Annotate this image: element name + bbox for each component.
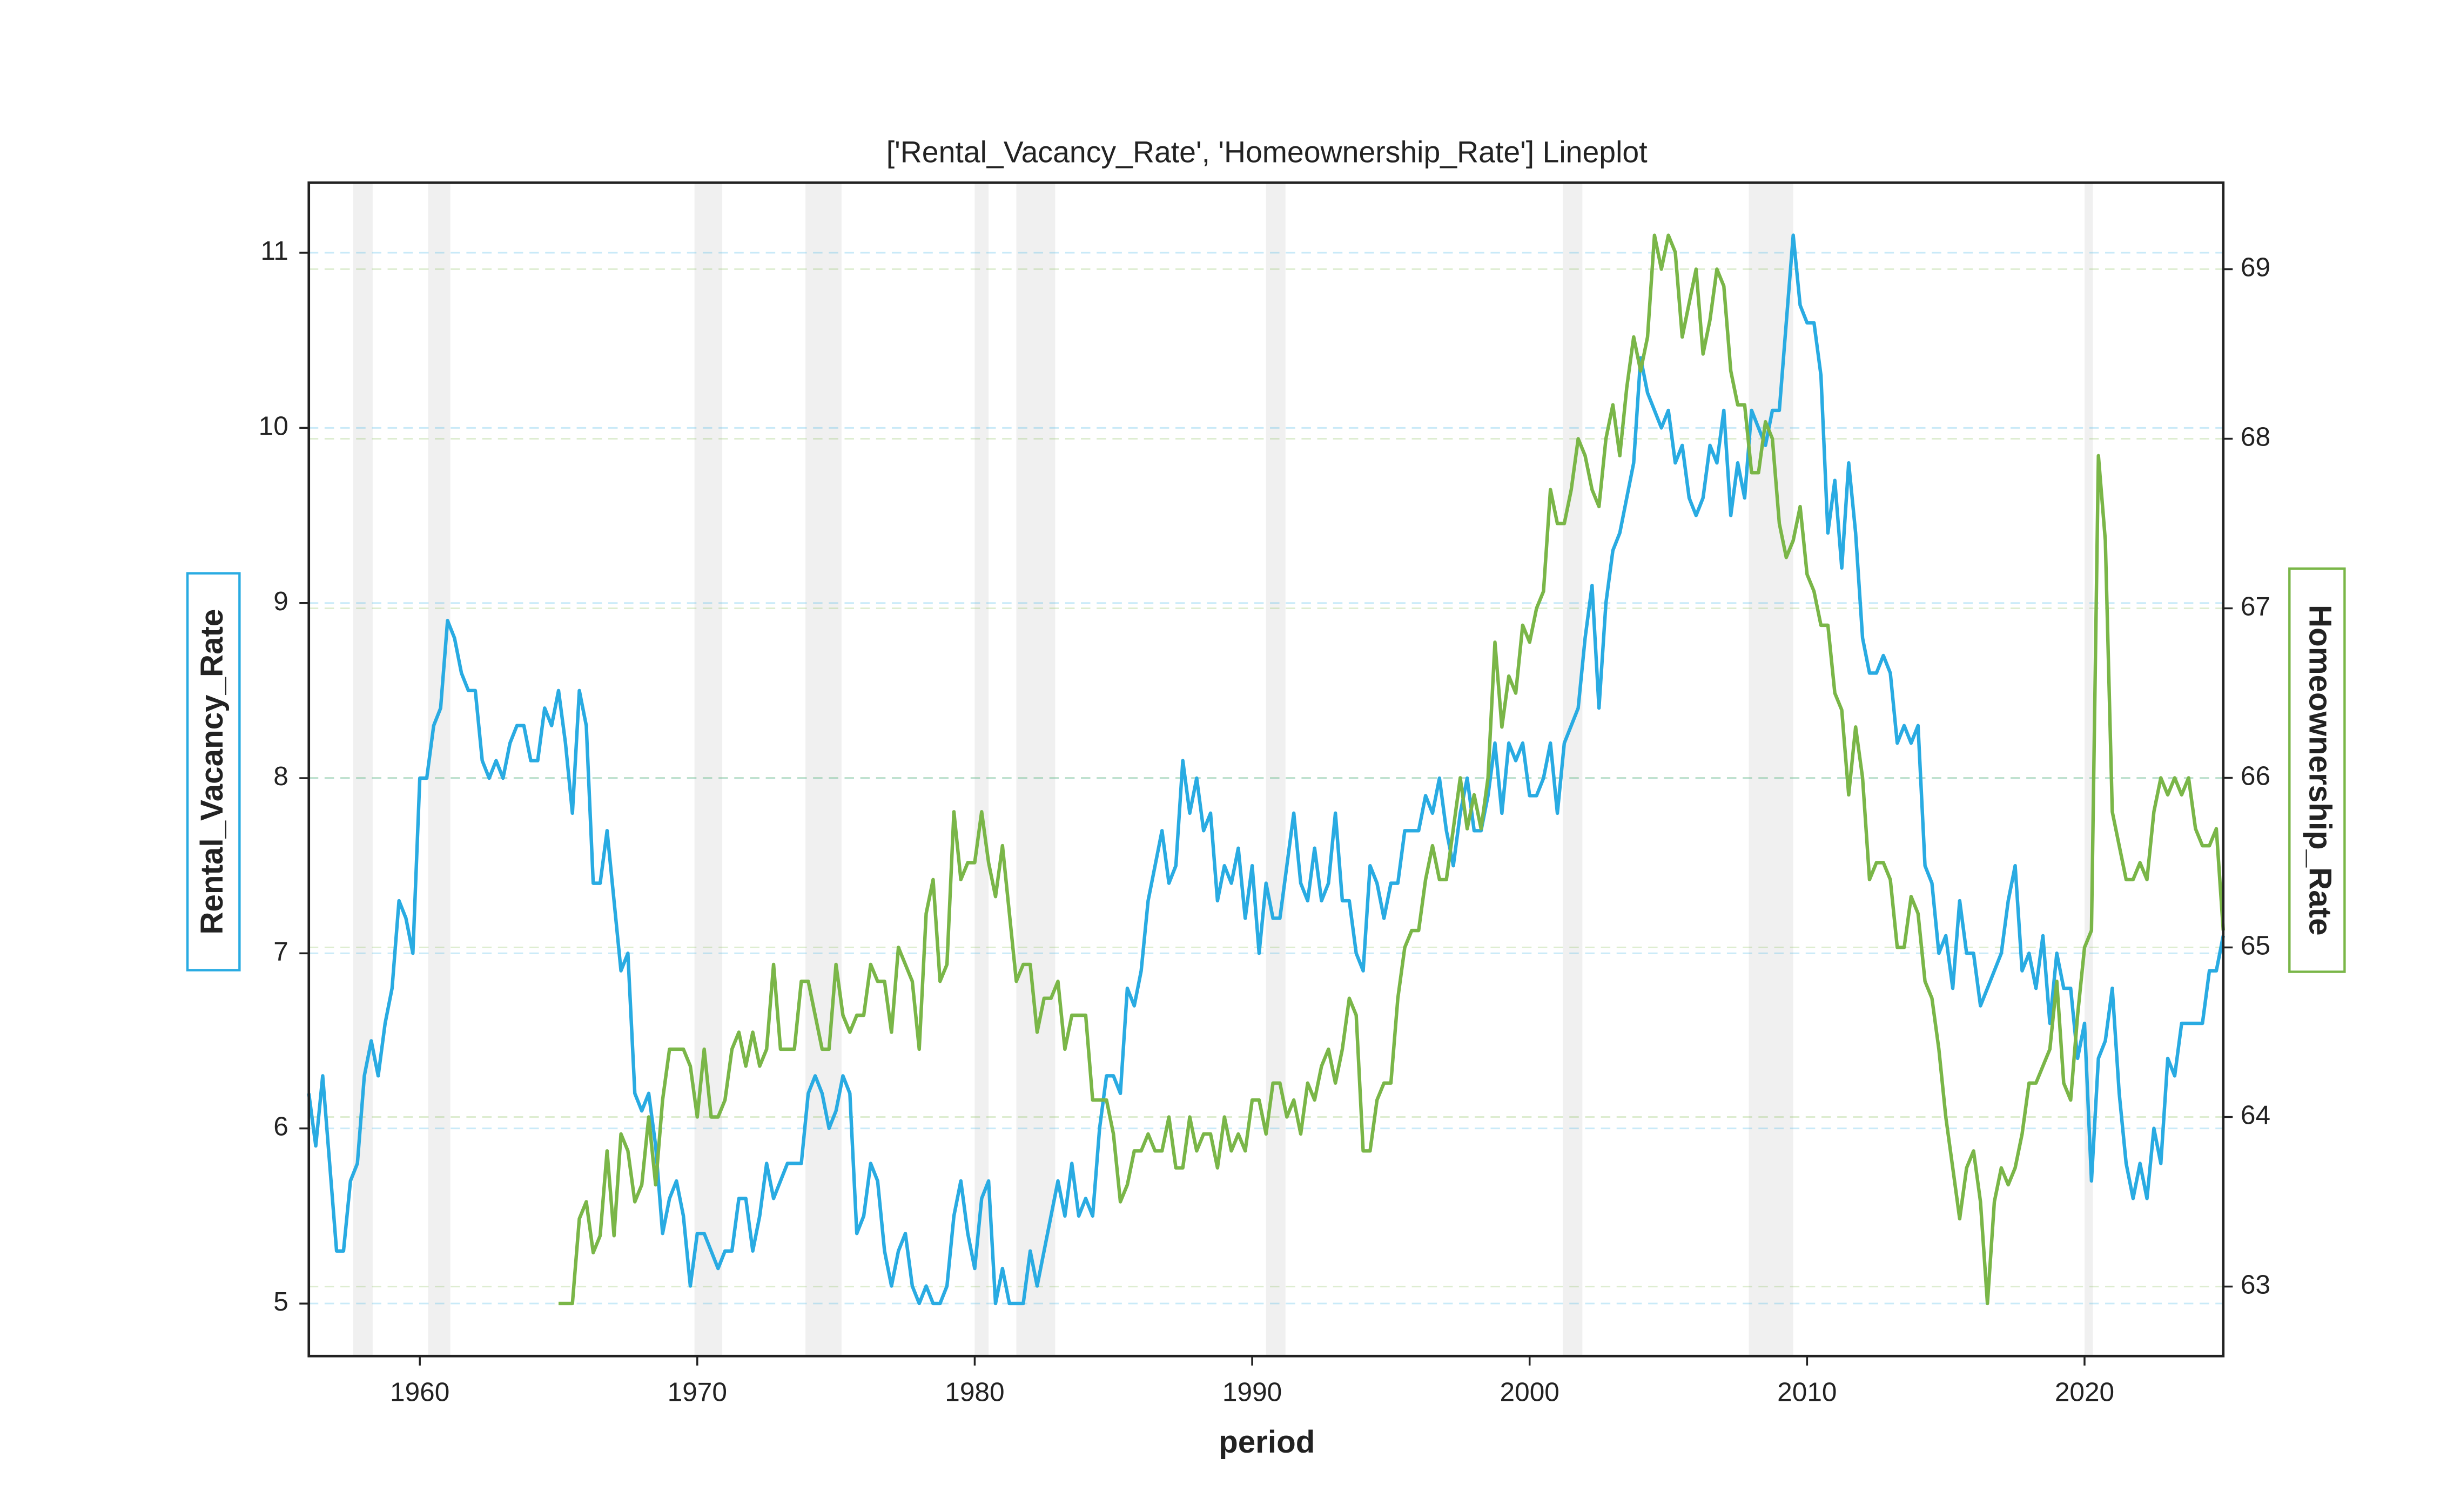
x-tick-label: 1980 [945, 1376, 1004, 1407]
shaded-period [974, 183, 989, 1356]
series-line [558, 233, 2225, 1306]
shaded-period [1563, 183, 1583, 1356]
y-tick-label: 7 [273, 936, 288, 966]
x-tick-label: 2010 [1777, 1376, 1837, 1407]
y-tick-label: 9 [273, 586, 288, 616]
shaded-period [694, 183, 723, 1356]
shaded-period [428, 183, 451, 1356]
shaded-period [1749, 183, 1793, 1356]
shade-layer [353, 183, 2093, 1356]
shaded-period [353, 183, 373, 1356]
y-tick-label: 11 [260, 235, 288, 266]
x-tick-label: 1990 [1222, 1376, 1282, 1407]
y2-tick-label: 67 [2241, 591, 2270, 622]
y-axis-label-box [186, 572, 241, 971]
y-axis-label: Rental_Vacancy_Rate [194, 609, 230, 935]
x-axis-label: period [1219, 1425, 1315, 1460]
y2-tick-label: 68 [2241, 422, 2270, 452]
y2-tick-label: 69 [2241, 252, 2270, 282]
y-tick-label: 5 [273, 1286, 288, 1317]
plot-frame [307, 181, 2225, 1358]
y-tick-label: 10 [259, 410, 288, 441]
shaded-period [1266, 183, 1286, 1356]
y-tick-label: 6 [273, 1111, 288, 1142]
y2-tick-label: 66 [2241, 761, 2270, 791]
y2-tick-label: 64 [2241, 1100, 2270, 1130]
y2-axis-label: Homeownership_Rate [2302, 605, 2337, 936]
y2-tick-label: 63 [2241, 1270, 2270, 1300]
y2-tick-label: 65 [2241, 930, 2270, 961]
shaded-period [805, 183, 842, 1356]
shaded-period [1016, 183, 1056, 1356]
grid-layer [308, 252, 2223, 1305]
x-tick-label: 1970 [668, 1376, 727, 1407]
x-tick-label: 2000 [1500, 1376, 1559, 1407]
x-tick-label: 1960 [390, 1376, 449, 1407]
line-layer [307, 233, 2225, 1306]
series-line [307, 233, 2225, 1306]
x-tick-label: 2020 [2055, 1376, 2114, 1407]
y-tick-label: 8 [273, 761, 288, 791]
y2-axis-label-box [2288, 567, 2346, 973]
chart-title: ['Rental_Vacancy_Rate', 'Homeownership_R… [886, 135, 1648, 168]
